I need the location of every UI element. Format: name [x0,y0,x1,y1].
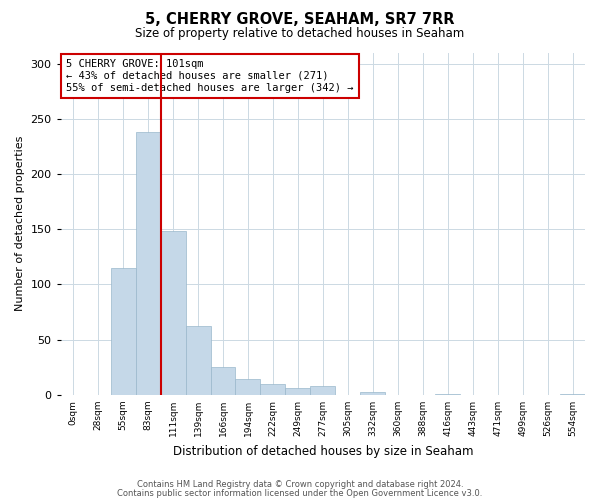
Text: Contains HM Land Registry data © Crown copyright and database right 2024.: Contains HM Land Registry data © Crown c… [137,480,463,489]
X-axis label: Distribution of detached houses by size in Seaham: Distribution of detached houses by size … [173,444,473,458]
Bar [110,268,136,395]
Bar [211,368,235,395]
Text: Size of property relative to detached houses in Seaham: Size of property relative to detached ho… [136,28,464,40]
Bar [560,394,585,395]
Bar [161,232,185,395]
Text: 5 CHERRY GROVE: 101sqm
← 43% of detached houses are smaller (271)
55% of semi-de: 5 CHERRY GROVE: 101sqm ← 43% of detached… [66,60,353,92]
Bar [361,392,385,395]
Bar [235,380,260,395]
Bar [185,326,211,395]
Bar [286,388,310,395]
Bar [136,132,161,395]
Bar [310,386,335,395]
Text: 5, CHERRY GROVE, SEAHAM, SR7 7RR: 5, CHERRY GROVE, SEAHAM, SR7 7RR [145,12,455,28]
Bar [260,384,286,395]
Text: Contains public sector information licensed under the Open Government Licence v3: Contains public sector information licen… [118,488,482,498]
Bar [435,394,460,395]
Y-axis label: Number of detached properties: Number of detached properties [15,136,25,312]
